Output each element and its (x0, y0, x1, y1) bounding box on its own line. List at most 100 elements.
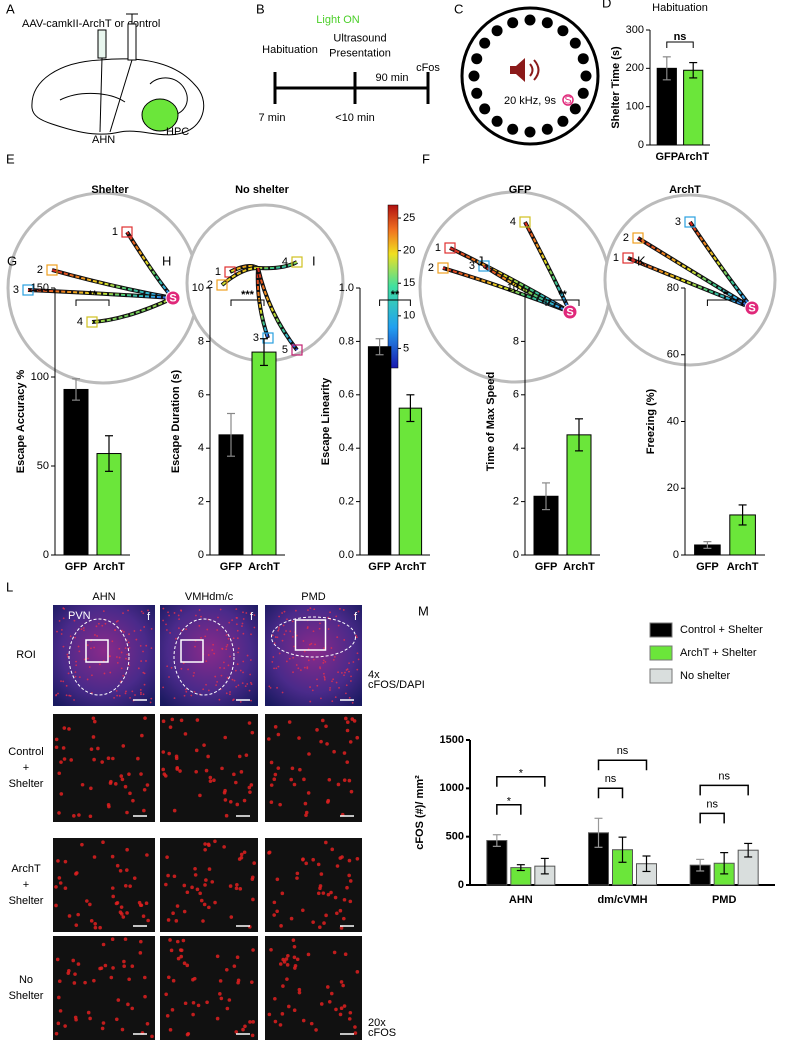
cell (242, 798, 247, 803)
cell (241, 682, 244, 685)
cell (353, 613, 356, 616)
cell (281, 691, 284, 694)
cell (245, 612, 248, 614)
cell (227, 637, 230, 640)
cell (178, 769, 182, 773)
cell (338, 686, 340, 689)
cell (174, 919, 179, 923)
cell (182, 662, 185, 665)
cell (306, 952, 311, 957)
cell (172, 874, 177, 879)
cell (244, 685, 247, 687)
cell (225, 1006, 230, 1011)
cell (347, 1017, 352, 1021)
cell (121, 629, 123, 632)
cell (273, 1019, 278, 1024)
cell (122, 964, 126, 968)
cell (268, 685, 271, 688)
y-tick-label: 0.0 (339, 549, 354, 561)
cell (124, 692, 127, 695)
cell (287, 720, 292, 724)
cell (89, 786, 93, 791)
cell (173, 612, 176, 614)
significance-label: ns (706, 798, 718, 810)
trajectory (91, 296, 174, 324)
y-tick-label: 500 (446, 831, 464, 843)
cell (349, 789, 354, 794)
micrograph (53, 936, 155, 1040)
row-label: No Shelter (9, 974, 44, 1002)
cell (330, 647, 333, 649)
cell (340, 671, 343, 674)
cell (198, 793, 202, 798)
significance-label: ** (391, 289, 400, 301)
arena-holes (468, 14, 592, 138)
arena-title: Shelter (91, 184, 129, 196)
panel-letter: I (312, 253, 316, 268)
cell (329, 687, 331, 689)
cell (301, 908, 305, 913)
cell (59, 792, 64, 796)
cell (275, 909, 279, 914)
y-tick-label: 150 (31, 282, 49, 294)
cell (145, 660, 147, 662)
cell (69, 635, 72, 638)
legend-label: ArchT + Shelter (680, 647, 757, 659)
hole (491, 115, 503, 127)
cell (275, 877, 280, 882)
marker-label: 1 (613, 252, 619, 264)
cell (57, 811, 61, 815)
cell (326, 892, 331, 897)
cell (104, 622, 107, 625)
cell (302, 777, 306, 782)
cell (316, 684, 319, 687)
panel-title: AAV-camkII-ArchT or control (22, 18, 160, 30)
cell (208, 775, 213, 780)
cell (236, 637, 239, 640)
cell (303, 801, 308, 806)
cell (269, 760, 274, 765)
cell (98, 663, 101, 666)
cell (277, 629, 280, 632)
cell (281, 639, 284, 642)
hole (577, 53, 589, 65)
cell (342, 778, 347, 782)
shelter-icon (562, 304, 578, 320)
marker-label: 4 (510, 216, 516, 228)
cell (297, 990, 302, 995)
cell (314, 643, 317, 646)
cell (320, 697, 322, 700)
cell (83, 980, 87, 985)
cell (357, 658, 360, 661)
cell (115, 656, 118, 658)
cell (166, 629, 168, 631)
cell (72, 814, 76, 818)
cell (74, 923, 79, 927)
shelter-icon (562, 94, 574, 106)
cell (236, 663, 239, 666)
cell (273, 725, 278, 729)
cell (276, 766, 281, 770)
cell (281, 612, 283, 614)
y-tick-label: 2 (513, 496, 519, 508)
cell (332, 678, 335, 681)
cell (311, 689, 314, 692)
cell (207, 654, 210, 656)
cell (60, 633, 63, 635)
cell (237, 754, 242, 759)
cell (239, 669, 242, 672)
cell (127, 609, 129, 612)
cell (91, 735, 96, 739)
cell (125, 690, 127, 693)
cell (132, 876, 137, 880)
y-tick-label: 80 (667, 282, 679, 294)
cell (278, 962, 283, 966)
cell (101, 624, 104, 627)
cell (205, 1000, 209, 1005)
cell (342, 751, 347, 755)
x-tick-label: ArchT (727, 561, 759, 573)
cell (174, 756, 179, 761)
cell (275, 667, 278, 670)
cell (234, 1030, 239, 1034)
cell (195, 887, 200, 892)
